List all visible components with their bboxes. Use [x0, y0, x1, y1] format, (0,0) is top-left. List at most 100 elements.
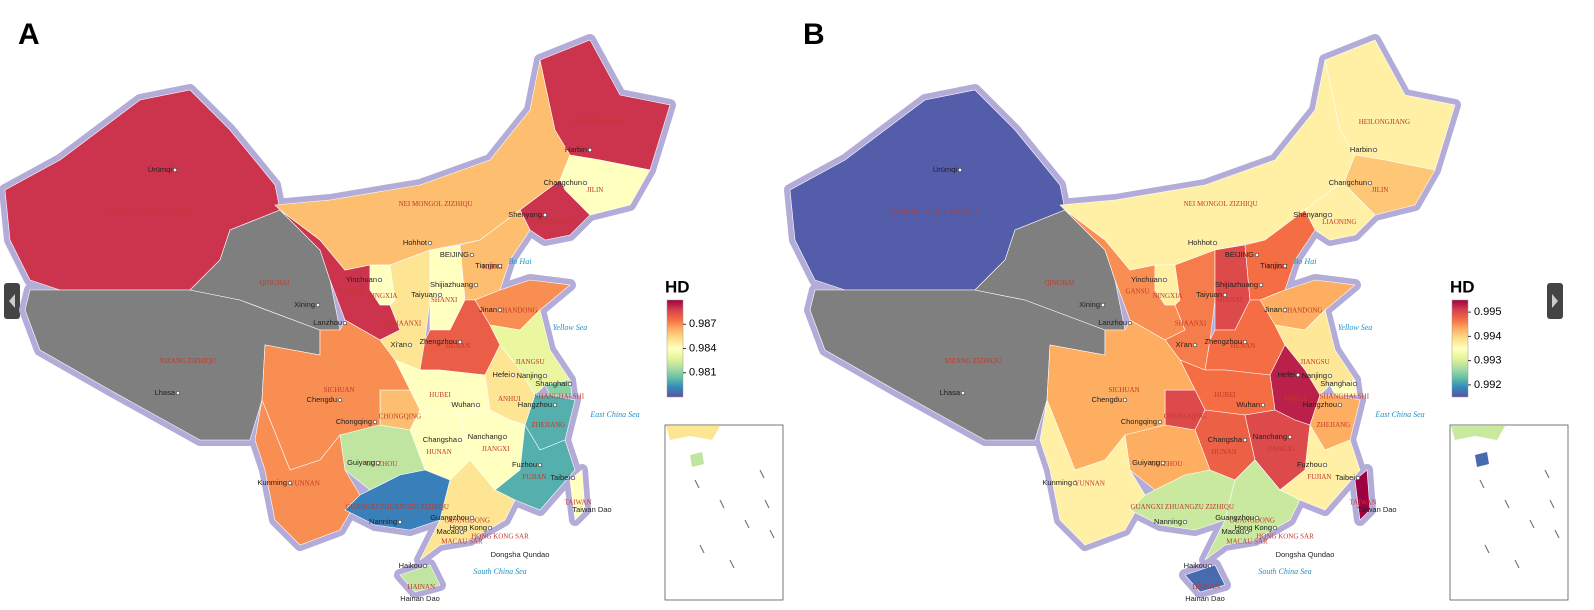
- city-marker: [437, 292, 443, 298]
- city-label: Hohhot: [1188, 238, 1213, 247]
- province-label: JIANGXI: [1267, 445, 1295, 453]
- place-label: MACAU SAR: [441, 538, 483, 546]
- province-label: JILIN: [587, 186, 604, 194]
- city-label: Hefei: [492, 370, 510, 379]
- city-label: Shanghai: [535, 379, 567, 388]
- city-marker: [1242, 437, 1248, 443]
- city-marker: [473, 282, 479, 288]
- province-label: ANHUI: [498, 395, 521, 403]
- city-marker: [469, 515, 475, 521]
- city-label: Guangzhou: [430, 513, 469, 522]
- city-label: Shijiazhuang: [1215, 280, 1258, 289]
- province-label: XIZANG ZIZHIQU: [159, 357, 216, 365]
- province-label: XINJIANG UYGUR ZIZHIQU: [103, 208, 192, 216]
- province-label: JILIN: [1372, 186, 1389, 194]
- city-marker: [1355, 475, 1361, 481]
- city-marker: [587, 147, 593, 153]
- province: [1329, 379, 1358, 396]
- city-marker: [537, 462, 543, 468]
- province-label: XIZANG ZIZHIQU: [944, 357, 1001, 365]
- city-label: Kunming: [257, 478, 287, 487]
- place-label: HONG KONG SAR: [1256, 533, 1314, 541]
- city-marker: [459, 529, 465, 535]
- city-label: Shenyang: [1293, 210, 1327, 219]
- city-marker: [422, 563, 428, 569]
- inset-dash: [1504, 499, 1510, 509]
- province-label: HEILONGJIANG: [1359, 118, 1410, 126]
- city-marker: [1287, 434, 1293, 440]
- inset-dash: [1484, 544, 1490, 554]
- province: [1184, 564, 1226, 593]
- city-label: Lhasa: [940, 388, 961, 397]
- city-label: Zhengzhou: [1204, 337, 1242, 346]
- city-label: Wuhan: [451, 400, 475, 409]
- province-label: SHANXI: [1216, 296, 1243, 304]
- province-label: ANHUI: [1283, 395, 1306, 403]
- place-label: MACAU SAR: [1226, 538, 1268, 546]
- province-label: GANSU: [340, 287, 364, 295]
- city-marker: [1127, 320, 1133, 326]
- city-marker: [542, 373, 548, 379]
- place-label: Taiwan Dao: [572, 505, 611, 514]
- city-marker: [1192, 342, 1198, 348]
- city-label: Chongqing: [336, 417, 372, 426]
- city-marker: [1272, 525, 1278, 531]
- city-marker: [1254, 515, 1260, 521]
- city-marker: [375, 460, 381, 466]
- province-label: SHANDONG: [1283, 306, 1322, 314]
- province-label: NINGXIA: [368, 292, 398, 300]
- city-label: Hohhot: [403, 238, 428, 247]
- colorbar-tick-label: 0.984: [689, 342, 717, 354]
- province-label: SICHUAN: [324, 386, 355, 394]
- nav-left[interactable]: [4, 283, 20, 319]
- city-marker: [1337, 402, 1343, 408]
- city-marker: [457, 339, 463, 345]
- province-label: FUJIAN: [1307, 473, 1331, 481]
- province-label: HAINAN: [407, 583, 435, 591]
- city-marker: [487, 525, 493, 531]
- city-label: Guangzhou: [1215, 513, 1254, 522]
- city-marker: [407, 342, 413, 348]
- city-label: Taiyuan: [1196, 290, 1222, 299]
- province-label: LIAONING: [1322, 218, 1356, 226]
- city-label: Zhengzhou: [419, 337, 457, 346]
- nav-right[interactable]: [1547, 283, 1563, 319]
- province-label: GANSU: [1125, 287, 1149, 295]
- province-label: QINGHAI: [259, 279, 290, 287]
- city-label: Hong Kong: [1234, 523, 1272, 532]
- city-label: Lanzhou: [313, 318, 342, 327]
- province-label: GUIZHOU: [1150, 460, 1182, 468]
- city-marker: [287, 480, 293, 486]
- city-marker: [1282, 263, 1288, 269]
- city-label: Haikou: [1184, 561, 1207, 570]
- city-label: Taibei: [1335, 473, 1355, 482]
- province-label: ZHEJIANG: [1316, 421, 1350, 429]
- city-label: Yinchuan: [346, 275, 377, 284]
- inset-frame: [664, 424, 784, 601]
- province-label: YUNNAN: [290, 480, 320, 488]
- province-label: HEBEI: [482, 263, 503, 271]
- city-marker: [502, 434, 508, 440]
- city-marker: [337, 397, 343, 403]
- province: [544, 379, 573, 396]
- sea-label: Yellow Sea: [1338, 323, 1373, 332]
- colorbar-tick-label: 0.993: [1474, 355, 1502, 367]
- colorbar-tick-label: 0.981: [689, 367, 717, 379]
- city-marker: [397, 519, 403, 525]
- city-marker: [497, 263, 503, 269]
- city-label: Kunming: [1042, 478, 1072, 487]
- city-marker: [372, 419, 378, 425]
- province-label: TAIWAN: [564, 499, 591, 507]
- city-marker: [1367, 180, 1373, 186]
- inset-land: [1451, 426, 1505, 440]
- city-label: Ürümqi: [933, 165, 958, 174]
- city-label: Nanning: [369, 517, 397, 526]
- city-marker: [1327, 212, 1333, 218]
- city-label: Lhasa: [155, 388, 176, 397]
- city-marker: [315, 302, 321, 308]
- city-label: Harbin: [1350, 145, 1372, 154]
- place-label: Dongsha Qundao: [1276, 550, 1335, 559]
- province-label: SHANXI: [431, 296, 458, 304]
- inset-dash: [769, 529, 775, 539]
